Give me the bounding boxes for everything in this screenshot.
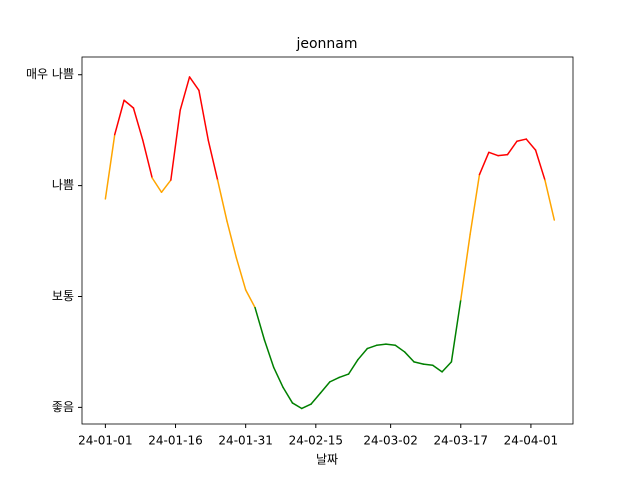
line-segment — [244, 289, 256, 309]
line-segment — [347, 358, 359, 375]
x-tick-label: 24-01-31 — [218, 434, 272, 448]
x-tick-label: 24-03-02 — [363, 434, 417, 448]
line-segment — [160, 179, 172, 194]
line-segment — [469, 173, 481, 236]
line-segment — [534, 149, 546, 181]
x-tick-label: 24-01-01 — [78, 434, 132, 448]
line-segment — [291, 402, 303, 410]
x-tick-label: 24-04-01 — [504, 434, 558, 448]
line-segment — [310, 392, 322, 405]
line-segment — [385, 343, 397, 347]
line-segment — [403, 351, 415, 363]
line-segment — [422, 363, 434, 366]
y-tick-label: 나쁨 — [52, 178, 74, 192]
line-segment — [525, 138, 537, 151]
line-segment — [216, 179, 228, 222]
line-segment — [329, 376, 340, 383]
line-segment — [207, 139, 219, 181]
line-segment — [263, 338, 275, 369]
line-segment — [544, 179, 556, 221]
line-segment — [441, 361, 453, 373]
line-segment — [282, 386, 294, 404]
line-segment — [151, 177, 163, 194]
line-segment — [516, 138, 527, 143]
line-segment — [488, 151, 499, 157]
line-segment — [254, 306, 266, 341]
line-segment — [319, 381, 331, 394]
line-segment — [179, 76, 191, 111]
line-segment — [142, 139, 153, 179]
plot-frame — [81, 56, 574, 425]
line-segment — [375, 343, 387, 347]
line-segment — [132, 107, 144, 141]
line-segment — [460, 233, 471, 301]
line-segment — [235, 256, 247, 291]
line-segment — [478, 151, 490, 176]
y-tick-label: 좋음 — [52, 400, 74, 414]
line-segment — [272, 366, 284, 389]
x-tick-label: 24-02-15 — [289, 434, 343, 448]
line-segment — [413, 361, 425, 365]
line-segment — [394, 344, 406, 353]
line-segment — [123, 99, 135, 109]
line-segment — [198, 89, 210, 141]
x-axis-label: 날짜 — [316, 453, 338, 467]
y-tick-label: 보통 — [52, 289, 74, 303]
line-segment — [188, 76, 200, 92]
line-segment — [450, 299, 462, 363]
line-segment — [226, 220, 238, 259]
line-segment — [506, 140, 518, 156]
line-segment — [113, 99, 125, 136]
x-tick-label: 24-01-16 — [148, 434, 202, 448]
x-tick-label: 24-03-17 — [434, 434, 488, 448]
line-segment — [301, 403, 312, 410]
line-segment — [431, 364, 443, 373]
line-segment — [357, 347, 368, 361]
line-segment — [338, 373, 350, 379]
line-segment — [170, 109, 181, 181]
y-tick-label: 매우 나쁨 — [26, 67, 74, 81]
line-segment — [497, 153, 509, 157]
chart-title: jeonnam — [295, 36, 357, 52]
line-segment — [366, 344, 378, 350]
line-segment — [104, 133, 116, 200]
